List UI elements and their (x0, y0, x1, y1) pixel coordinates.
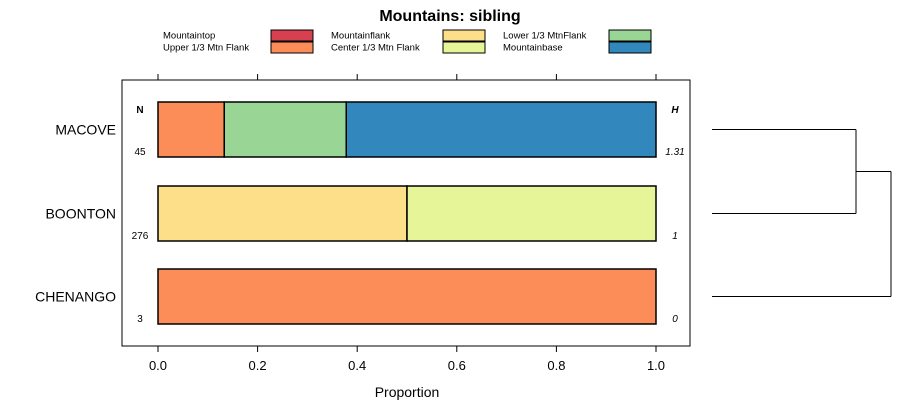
bar-segment (157, 101, 225, 158)
x-tick-label: 0.2 (249, 358, 267, 373)
plot-frame (121, 79, 691, 347)
bar-segment (345, 101, 657, 158)
legend-label: Center 1/3 Mtn Flank (331, 43, 420, 54)
row-n-value: 276 (132, 231, 149, 242)
legend-label: Upper 1/3 Mtn Flank (163, 43, 249, 54)
bar-segment (157, 185, 408, 242)
x-tick-label: 0.0 (149, 358, 167, 373)
row-h-value: 1.31 (665, 147, 684, 158)
legend-swatch (270, 29, 314, 42)
row-h-value: 1 (672, 231, 678, 242)
h-header: H (671, 105, 679, 116)
row-label: MACOVE (55, 122, 116, 138)
x-tick-label: 1.0 (647, 358, 665, 373)
x-tick-label: 0.8 (547, 358, 565, 373)
row-label: BOONTON (45, 206, 116, 222)
legend-label: Mountainbase (503, 43, 563, 54)
legend-label: Mountainflank (331, 31, 390, 42)
row-h-value: 0 (672, 314, 678, 325)
dendrogram (712, 129, 892, 297)
legend-swatch (442, 29, 486, 42)
legend-label: Lower 1/3 MtnFlank (503, 31, 587, 42)
legend-swatch (270, 41, 314, 54)
n-header: N (136, 105, 143, 116)
legend-label: Mountaintop (163, 31, 215, 42)
bar-segment (406, 185, 657, 242)
row-label: CHENANGO (35, 289, 116, 305)
x-axis: 0.0 0.2 0.4 0.6 0.8 1.0 (149, 74, 665, 373)
legend-swatch (608, 29, 652, 42)
x-tick-label: 0.4 (348, 358, 366, 373)
x-axis-label: Proportion (375, 384, 440, 400)
bar-rows: MACOVE 45 1.31 BOONTON 276 1 CHENANGO 3 0 (35, 101, 685, 325)
bar-segment (157, 268, 657, 325)
x-tick-label: 0.6 (448, 358, 466, 373)
chart-title: Mountains: sibling (379, 8, 520, 25)
row-n-value: 3 (137, 314, 143, 325)
bar-segment (223, 101, 347, 158)
row-n-value: 45 (134, 147, 146, 158)
legend-swatch (608, 41, 652, 54)
legend-swatch (442, 41, 486, 54)
